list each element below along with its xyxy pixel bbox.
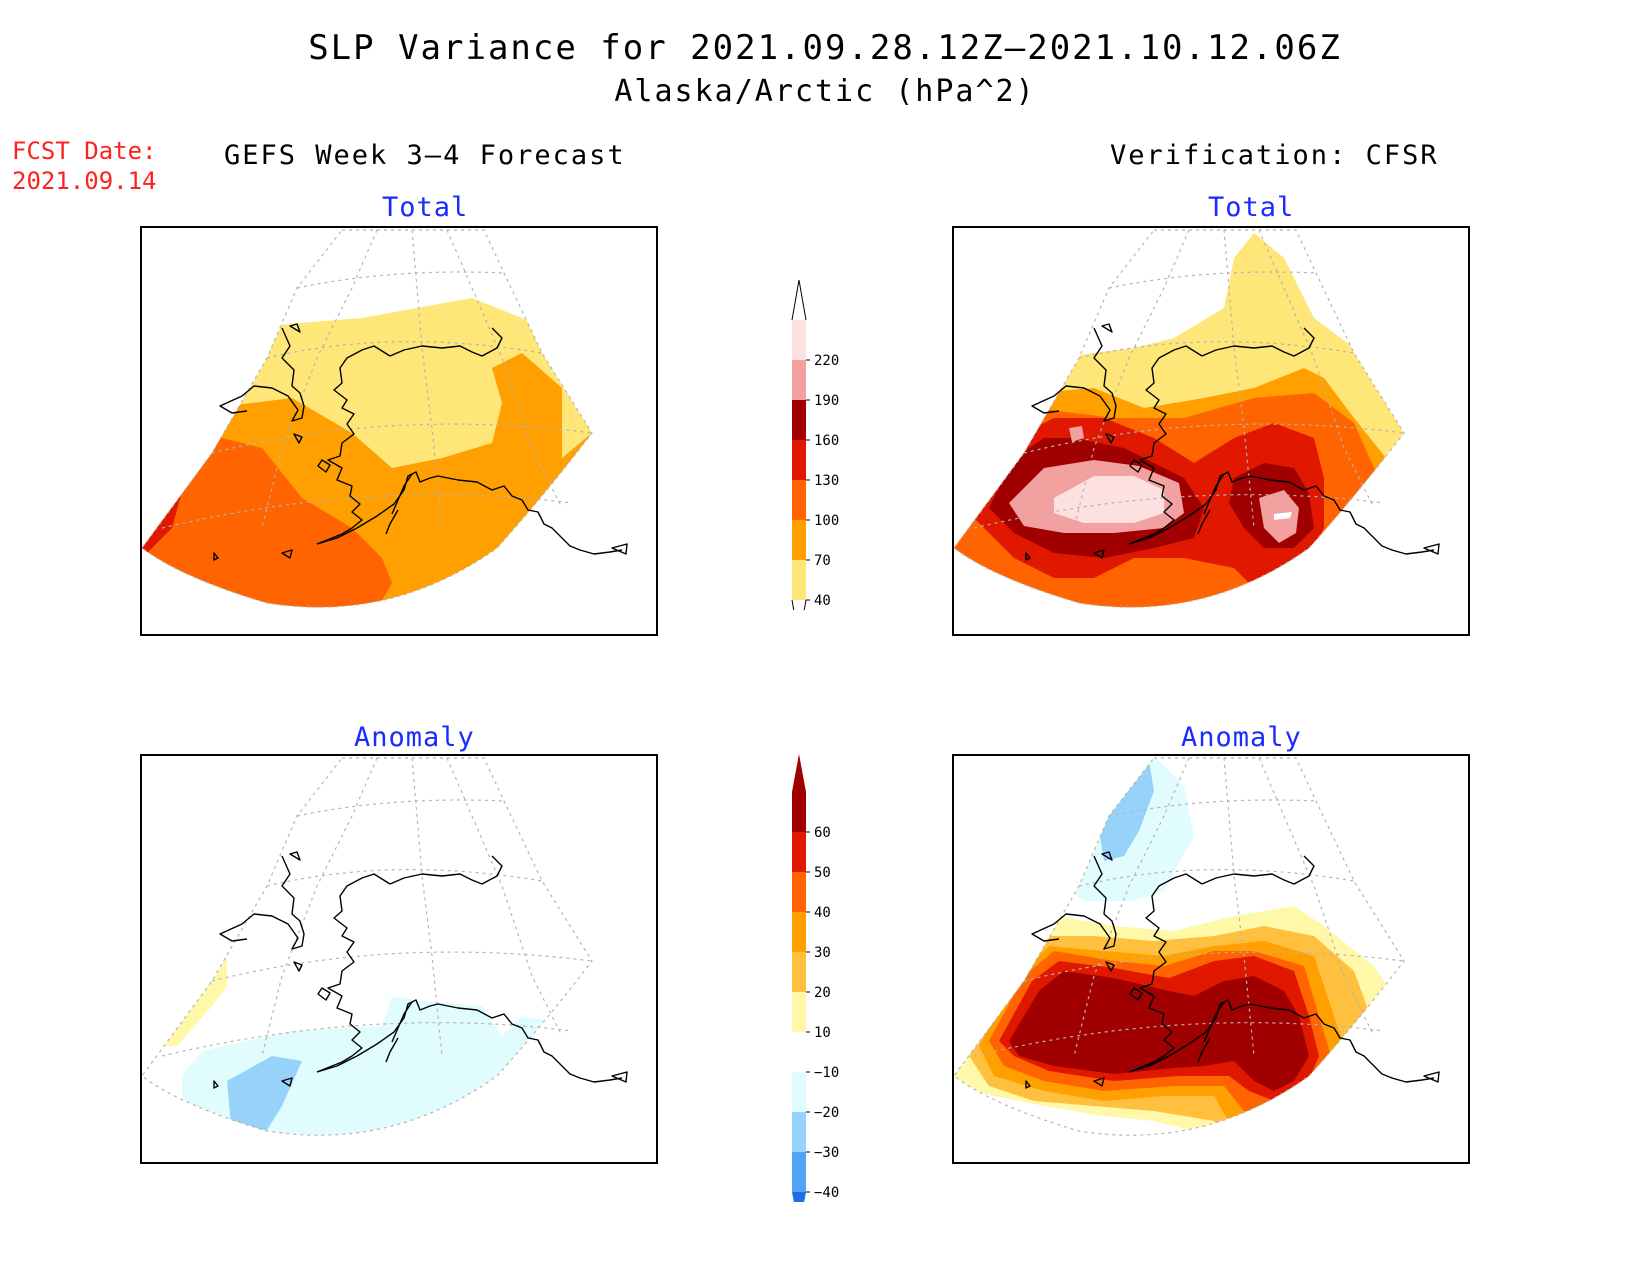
forecast-total-label: Total <box>382 192 469 223</box>
colorbar-label: 30 <box>814 945 831 961</box>
colorbar-box <box>792 832 806 872</box>
colorbar-label: −10 <box>814 1065 839 1081</box>
colorbar-top-arrow <box>792 754 806 792</box>
colorbar-box <box>792 440 806 480</box>
colorbar-box <box>792 320 806 360</box>
verification-total-label: Total <box>1208 192 1295 223</box>
colorbar-label: −30 <box>814 1145 839 1161</box>
colorbar-box <box>792 1072 806 1112</box>
forecast-total-map <box>140 226 658 636</box>
forecast-column-title: GEFS Week 3–4 Forecast <box>224 140 626 171</box>
colorbar-label: −20 <box>814 1105 839 1121</box>
verification-column-title: Verification: CFSR <box>1110 140 1439 171</box>
colorbar-box <box>792 992 806 1032</box>
colorbar-label: 70 <box>814 553 831 569</box>
colorbar-box <box>792 360 806 400</box>
anomaly-colorbar: 60 50 40 30 20 10 −10 −20 −30 −40 <box>790 752 860 1202</box>
colorbar-label: 20 <box>814 985 831 1001</box>
colorbar-label: 60 <box>814 825 831 841</box>
colorbar-box <box>792 560 806 600</box>
colorbar-box <box>792 400 806 440</box>
colorbar-bottom-arrow <box>792 1192 806 1202</box>
colorbar-label: −40 <box>814 1185 839 1201</box>
colorbar-label: 190 <box>814 393 839 409</box>
colorbar-label: 220 <box>814 353 839 369</box>
chart-subtitle: Alaska/Arctic (hPa^2) <box>614 74 1036 109</box>
forecast-date-label: FCST Date: <box>12 137 157 165</box>
forecast-anomaly-label: Anomaly <box>354 722 475 753</box>
verification-anomaly-map <box>952 754 1470 1164</box>
colorbar-box <box>792 872 806 912</box>
colorbar-label: 160 <box>814 433 839 449</box>
colorbar-box <box>792 952 806 992</box>
forecast-date-value: 2021.09.14 <box>12 167 157 195</box>
colorbar-label: 10 <box>814 1025 831 1041</box>
chart-title: SLP Variance for 2021.09.28.12Z–2021.10.… <box>308 28 1342 68</box>
colorbar-box <box>792 1152 806 1192</box>
colorbar-box <box>792 1032 806 1072</box>
verification-total-map <box>952 226 1470 636</box>
colorbar-label: 100 <box>814 513 839 529</box>
colorbar-box <box>792 912 806 952</box>
colorbar-box <box>792 480 806 520</box>
colorbar-top-arrow <box>791 280 807 321</box>
forecast-date-block: FCST Date: 2021.09.14 <box>12 136 157 196</box>
colorbar-label: 50 <box>814 865 831 881</box>
colorbar-label: 130 <box>814 473 839 489</box>
colorbar-label: 40 <box>814 593 831 609</box>
forecast-anomaly-map <box>140 754 658 1164</box>
total-colorbar: 220 190 160 130 100 70 40 <box>790 280 860 610</box>
colorbar-label: 40 <box>814 905 831 921</box>
colorbar-box <box>792 520 806 560</box>
colorbar-bottom-arrow <box>791 599 807 610</box>
colorbar-box <box>792 792 806 832</box>
colorbar-box <box>792 1112 806 1152</box>
verification-anomaly-label: Anomaly <box>1181 722 1302 753</box>
